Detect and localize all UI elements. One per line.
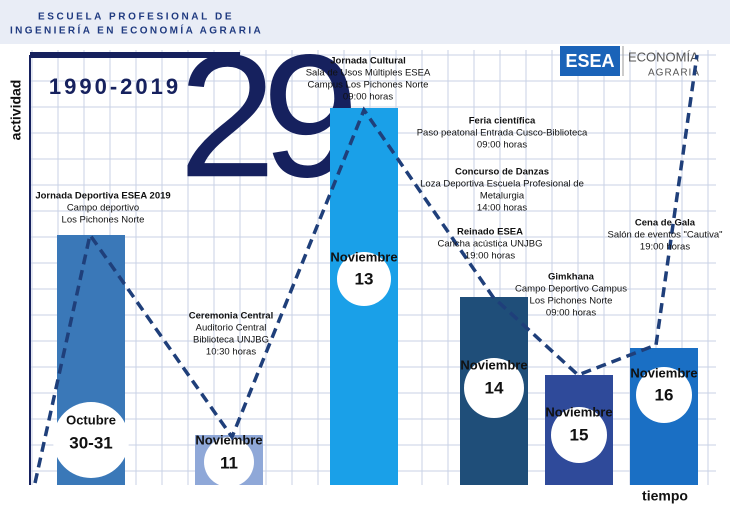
event-detail: Sala de Usos Múltiples ESEA [306,68,431,79]
event-detail: Paso peatonal Entrada Cusco-Biblioteca [417,128,588,139]
logo-box [560,46,620,76]
event-detail: Metalurgia [480,191,525,202]
date-circle [636,367,692,423]
date-day: 13 [355,269,374,288]
bars: Octubre 30-31 Noviembre 11 Noviembre 13 Noviem… [53,108,698,487]
event-detail: Campus Los Pichones Norte [308,80,429,91]
event-title: Cena de Gala [635,218,696,229]
logo-acronym: ESEA [565,51,614,71]
date-month: Noviembre [195,432,262,447]
date-circle [551,407,607,463]
event-detail: Campo Deportivo Campus [515,284,627,295]
event-detail: Cancha acústica UNJBG [437,239,542,250]
years: 1990-2019 [49,74,181,99]
event-detail: Los Pichones Norte [530,296,613,307]
event-title: Concurso de Danzas [455,167,549,178]
event-detail: 09:00 horas [343,92,393,103]
event-detail: Biblioteca UNJBG [193,335,269,346]
date-day: 16 [655,385,674,404]
logo-name: ECONOMÍA [628,49,699,64]
event-detail: 10:30 horas [206,347,256,358]
event-title: Ceremonia Central [189,311,273,322]
date-day: 15 [570,425,589,444]
event-detail: 14:00 horas [477,203,527,214]
event-title: Jornada Deportiva ESEA 2019 [35,191,170,202]
event-title: Reinado ESEA [457,227,523,238]
x-axis-label: tiempo [642,488,688,504]
event-title: Gimkhana [548,272,595,283]
date-circle [204,437,254,487]
date-day: 14 [485,378,504,397]
event-detail: 19:00 horas [465,251,515,262]
date-circle [337,252,391,306]
header-line: INGENIERÍA EN ECONOMÍA AGRARIA [10,24,263,37]
logo-name: AGRARIA [648,68,700,79]
y-axis-label: actividad [8,80,24,141]
event-title: Jornada Cultural [330,56,406,67]
header-line: ESCUELA PROFESIONAL DE [38,12,234,23]
event-detail: 09:00 horas [546,308,596,319]
date-day: 11 [220,453,238,472]
date-month: Noviembre [545,404,612,419]
header-band [0,0,730,44]
event-detail: Campo deportivo [67,203,139,214]
date-month: Octubre [66,412,116,427]
event-detail: Salón de eventos "Cautiva" [607,230,722,241]
date-circle [464,358,524,418]
date-month: Noviembre [460,357,527,372]
event-title: Feria científica [469,116,536,127]
date-circle [53,402,129,478]
date-month: Noviembre [330,249,397,264]
event-detail: Loza Deportiva Escuela Profesional de [420,179,584,190]
event-detail: 09:00 horas [477,140,527,151]
trend-line [33,54,699,484]
big-number: 29 [179,19,352,214]
event-detail: Los Pichones Norte [62,215,145,226]
date-day: 30-31 [69,433,112,452]
event-detail: Auditorio Central [196,323,267,334]
event-detail: 19:00 horas [640,242,690,253]
top-rule [30,52,240,58]
date-month: Noviembre [630,365,697,380]
